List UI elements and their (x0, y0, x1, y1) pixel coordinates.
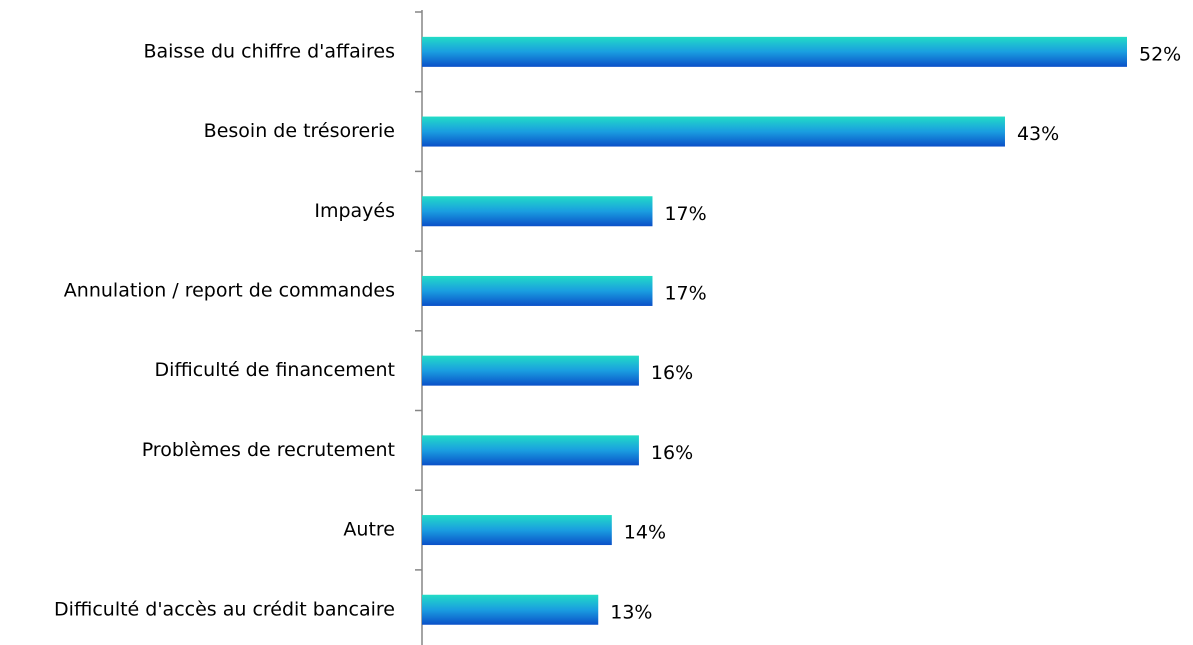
data-label: 13% (610, 601, 652, 623)
data-label: 16% (651, 442, 693, 464)
y-tick-label: Annulation / report de commandes (64, 279, 395, 301)
y-tick-label: Besoin de trésorerie (204, 120, 395, 142)
bar (422, 36, 1127, 67)
y-tick-label: Difficulté de financement (154, 359, 395, 381)
bar (422, 515, 612, 546)
data-label: 17% (664, 282, 706, 304)
bar (422, 275, 653, 306)
data-label: 43% (1017, 123, 1059, 145)
data-label: 52% (1139, 43, 1181, 65)
y-tick-label: Impayés (314, 200, 395, 222)
bar (422, 594, 599, 625)
y-tick-label: Problèmes de recrutement (142, 439, 395, 461)
y-tick-label: Difficulté d'accès au crédit bancaire (54, 598, 395, 620)
y-tick-label: Autre (343, 519, 395, 541)
bar (422, 116, 1005, 147)
data-label: 16% (651, 362, 693, 384)
bar (422, 196, 653, 227)
data-label: 17% (664, 203, 706, 225)
bar (422, 435, 639, 466)
bar (422, 355, 639, 386)
y-tick-label: Baisse du chiffre d'affaires (143, 40, 395, 62)
data-label: 14% (624, 522, 666, 544)
